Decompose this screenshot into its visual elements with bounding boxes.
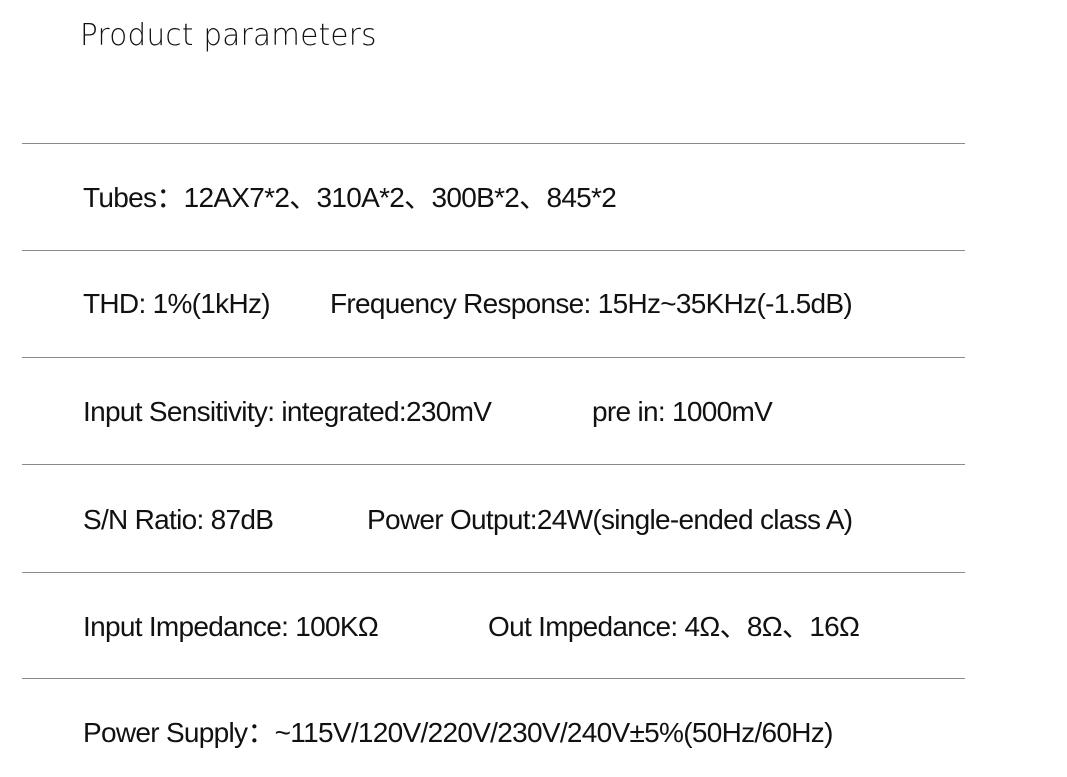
spec-power-output: Power Output:24W(single-ended class A)	[367, 504, 853, 535]
spec-sn-ratio: S/N Ratio: 87dB	[83, 504, 274, 535]
spec-power-supply: Power Supply：~115V/120V/220V/230V/240V±5…	[83, 717, 833, 748]
divider	[22, 250, 965, 251]
spec-input-impedance: Input Impedance: 100KΩ	[83, 611, 379, 642]
spec-frequency-response: Frequency Response: 15Hz~35KHz(-1.5dB)	[330, 288, 853, 319]
spec-row-input-sensitivity: Input Sensitivity: integrated:230mV pre …	[0, 392, 1067, 432]
spec-tubes: Tubes：12AX7*2、310A*2、300B*2、845*2	[83, 182, 617, 213]
divider	[22, 572, 965, 573]
divider	[22, 678, 965, 679]
spec-row-impedance: Input Impedance: 100KΩ Out Impedance: 4Ω…	[0, 607, 1067, 647]
page-title: Product parameters	[80, 18, 377, 53]
spec-row-sn-ratio: S/N Ratio: 87dB Power Output:24W(single-…	[0, 500, 1067, 540]
spec-thd: THD: 1%(1kHz)	[83, 288, 271, 319]
divider	[22, 357, 965, 358]
divider	[22, 143, 965, 144]
divider	[22, 464, 965, 465]
spec-pre-in: pre in: 1000mV	[592, 396, 773, 427]
spec-out-impedance: Out Impedance: 4Ω、8Ω、16Ω	[488, 611, 860, 642]
spec-row-tubes: Tubes：12AX7*2、310A*2、300B*2、845*2	[0, 178, 1067, 218]
spec-row-thd: THD: 1%(1kHz) Frequency Response: 15Hz~3…	[0, 284, 1067, 324]
spec-row-power-supply: Power Supply：~115V/120V/220V/230V/240V±5…	[0, 713, 1067, 753]
spec-input-sensitivity: Input Sensitivity: integrated:230mV	[83, 396, 492, 427]
